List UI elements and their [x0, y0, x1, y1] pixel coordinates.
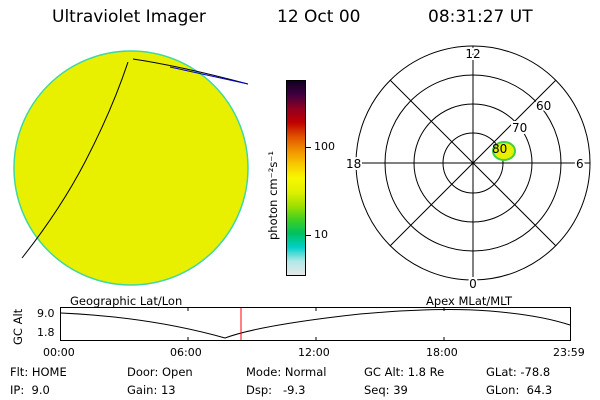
- colorbar-tick-mark-100: [306, 147, 311, 148]
- mlt-label-12: 12: [465, 47, 480, 61]
- timeline-xtick-2359: 23:59: [553, 346, 585, 359]
- timeline-xtick-0000: 00:00: [43, 346, 75, 359]
- lat-label-70: 70: [512, 121, 527, 135]
- info-glon: GLon: 64.3: [486, 383, 553, 397]
- info-seq: Seq: 39: [364, 383, 408, 397]
- colorbar-tick-10: 10: [314, 228, 328, 241]
- polar-plot: 12 18 6 0 80 70 60: [344, 45, 591, 290]
- timeline-xtick-1800: 18:00: [426, 346, 458, 359]
- colorbar-unit-label: photon cm⁻²s⁻¹: [266, 151, 280, 240]
- info-gcalt: GC Alt: 1.8 Re: [364, 365, 445, 379]
- mlt-label-6: 6: [576, 157, 584, 171]
- info-glat: GLat: -78.8: [486, 365, 551, 379]
- mlt-label-0: 0: [469, 277, 477, 290]
- lat-label-60: 60: [536, 99, 551, 113]
- instrument-title: Ultraviolet Imager: [52, 7, 206, 27]
- timeline-plot: [60, 307, 571, 341]
- info-gain: Gain: 13: [127, 383, 176, 397]
- timeline-ytick-1-8: 1.8: [37, 326, 55, 339]
- info-mode: Mode: Normal: [246, 365, 327, 379]
- timeline-frame: [60, 307, 571, 341]
- info-dsp: Dsp: -9.3: [246, 383, 306, 397]
- limb-line: [132, 58, 249, 85]
- time-label: 08:31:27 UT: [428, 7, 533, 27]
- timeline-right-title: Apex MLat/MLT: [426, 294, 513, 308]
- date-label: 12 Oct 00: [277, 7, 361, 27]
- lat-label-80: 80: [492, 142, 507, 156]
- terminator-line: [21, 61, 129, 259]
- altitude-curve: [60, 309, 571, 339]
- timeline-xtick-1200: 12:00: [298, 346, 330, 359]
- orbit-line: [169, 66, 249, 85]
- mlt-label-18: 18: [346, 157, 361, 171]
- timeline-left-title: Geographic Lat/Lon: [70, 294, 183, 308]
- colorbar-tick-mark-10: [306, 235, 311, 236]
- earth-disk: [13, 50, 249, 286]
- timeline-ytick-9: 9.0: [37, 307, 55, 320]
- colorbar: [286, 80, 306, 276]
- aurora-spot: [492, 141, 516, 161]
- info-ip: IP: 9.0: [10, 383, 50, 397]
- info-flt: Flt: HOME: [10, 365, 67, 379]
- polar-diagonal-2: [389, 79, 557, 247]
- timeline-axis-label: GC Alt: [11, 308, 25, 345]
- timeline-xtick-0600: 06:00: [170, 346, 202, 359]
- colorbar-tick-100: 100: [314, 140, 335, 153]
- info-door: Door: Open: [127, 365, 193, 379]
- earth-image: [13, 50, 249, 286]
